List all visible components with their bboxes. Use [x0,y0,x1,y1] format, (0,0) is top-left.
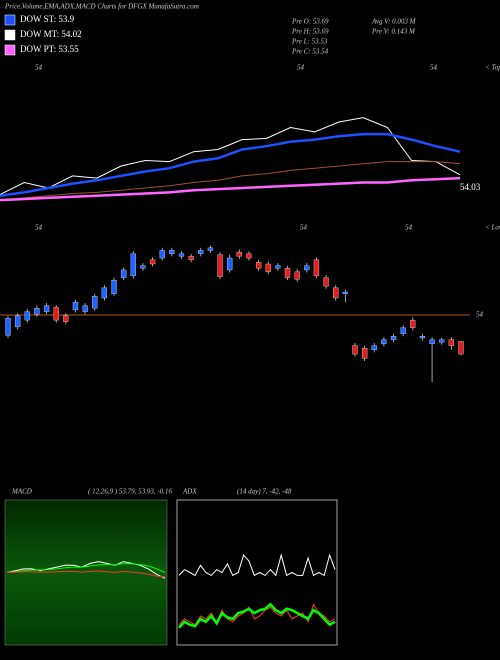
candle-body [111,279,117,294]
candle-body [448,339,455,346]
top-label: 54 [430,64,438,72]
volume-info: Pre V: 0.143 M [371,28,416,36]
low-label: 54 [35,224,43,232]
price-info: Pre L: 53.53 [291,38,328,46]
candle-body [361,347,368,359]
indicator-line [178,553,336,577]
candle-body [159,250,165,259]
candle-body [188,256,194,260]
price-info: Pre C: 53.54 [291,48,329,56]
indicator-line [0,132,461,197]
candle-body [217,254,223,277]
indicator-line [0,117,461,196]
legend-swatch [4,44,16,56]
legend-label: DOW MT: 54.02 [20,29,82,39]
candle-body [207,247,214,251]
lows-label: < Lows [485,224,500,232]
candle-body [63,315,69,322]
candle-body [400,327,406,334]
indicator-line [0,176,461,202]
candle-body [121,269,127,278]
legend-label: DOW PT: 53.55 [20,44,79,54]
candle-body [92,296,98,309]
candle-body [313,259,320,277]
candle-body [178,253,185,257]
legend-label: DOW ST: 53.9 [20,14,75,24]
candle-body [53,307,59,321]
candle-body [371,345,377,351]
indicator-line [178,602,336,629]
indicator-line [6,563,166,573]
panel-params: (14 day) 7, -42, -48 [237,488,292,496]
top-label: 54 [35,64,43,72]
candle-body [255,262,262,269]
legend-swatch [4,29,16,41]
candle-body [24,311,30,321]
panel-params: ( 12,26,9 ) 53.79, 53.93, -0.16 [88,488,172,496]
candle-body [275,265,281,269]
candle-body [458,341,464,355]
candle-body [439,339,445,343]
candle-body [265,263,271,272]
low-label: 54 [405,224,413,232]
candle-body [82,305,88,312]
panel-title: ADX [182,488,197,496]
candle-body [72,302,79,311]
price-info: Pre H: 53.69 [291,28,329,36]
candle-body [381,339,387,345]
candle-body [34,308,40,315]
legend-swatch [4,14,16,26]
candle-body [5,318,11,336]
chart-title: Price,Volume,EMA,ADX,MACD Charts for DFG… [4,3,199,11]
candle-body [390,336,397,340]
candle-body [140,265,146,269]
candle-body [169,250,175,254]
indicator-line [6,561,166,579]
candle-body [342,291,348,294]
low-label: 54 [300,224,308,232]
candle-body [323,277,329,287]
candle-body [294,271,300,280]
indicator-line [0,161,461,201]
candle-body [236,251,242,257]
candle-body [14,315,21,328]
candle-body [227,257,233,271]
candle-body [43,305,50,312]
candle-body [352,345,358,355]
candle-body [284,268,291,278]
volume-info: Avg V: 0.003 M [371,18,417,26]
last-value-label: 54.03 [460,182,481,192]
candle-body [419,336,426,339]
candle-body [246,253,252,259]
macd-panel [4,499,168,646]
price-info: Pre O: 53.69 [291,18,329,26]
reference-label: 54 [476,311,484,319]
tops-label: < Tops [485,64,500,72]
candle-body [130,253,136,277]
candle-body [429,339,435,345]
candle-body [410,319,416,328]
panel-title: MACD [11,488,32,496]
top-label: 54 [297,64,305,72]
candle-body [101,287,108,299]
candle-body [333,287,339,299]
indicator-line [6,570,166,578]
candle-body [198,250,204,254]
candle-body [304,265,310,271]
candle-body [149,259,156,265]
